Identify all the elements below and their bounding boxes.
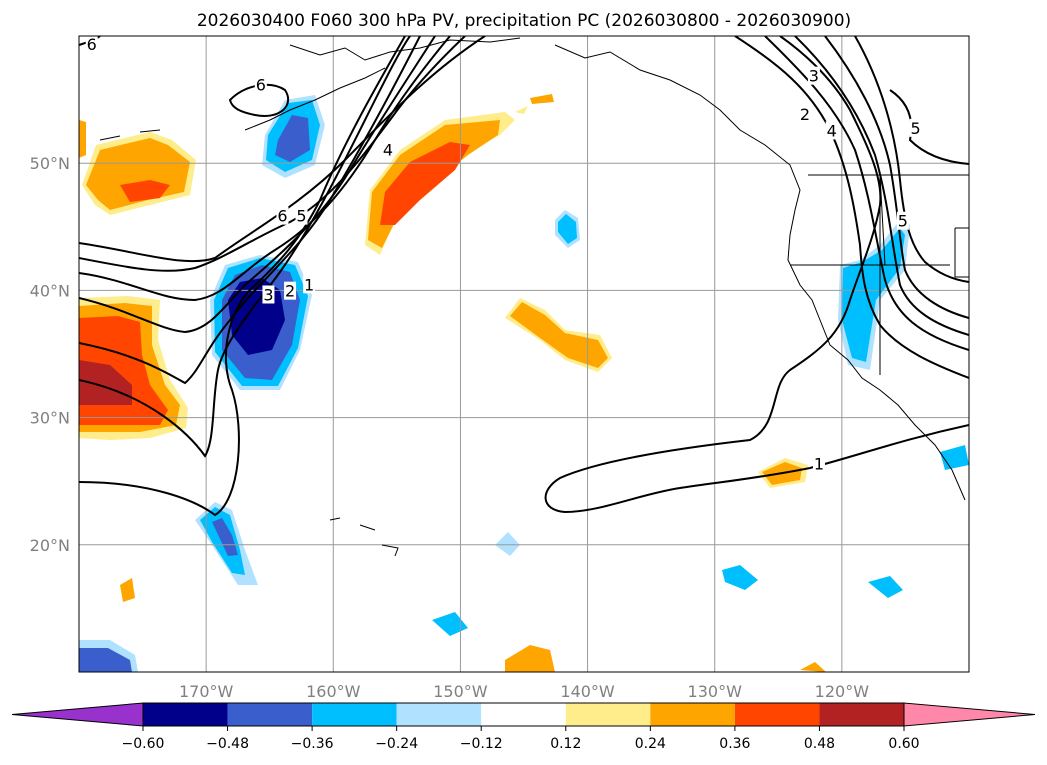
colorbar-label: 0.24 bbox=[635, 736, 666, 752]
colorbar-label: 0.36 bbox=[719, 736, 750, 752]
lat-tick-label: 40°N bbox=[30, 281, 70, 300]
lat-tick-label: 20°N bbox=[30, 536, 70, 555]
colorbar-segment bbox=[143, 703, 228, 726]
contour-label-bg bbox=[262, 285, 275, 304]
lon-tick-label: 130°W bbox=[688, 682, 743, 701]
contour-label-bg bbox=[284, 281, 297, 300]
latitude-tick-labels: 50°N 40°N 30°N 20°N bbox=[30, 154, 70, 555]
map-frame bbox=[78, 35, 970, 673]
colorbar-label: 0.60 bbox=[888, 736, 919, 752]
colorbar-label: −0.24 bbox=[375, 736, 418, 752]
colorbar-segment bbox=[565, 703, 651, 726]
contour-label-bg bbox=[798, 104, 811, 123]
colorbar-label: −0.48 bbox=[206, 736, 249, 752]
lon-tick-label: 150°W bbox=[433, 682, 488, 701]
coastlines bbox=[99, 37, 969, 557]
contour-label-bg bbox=[381, 140, 394, 159]
colorbar-extend-min bbox=[11, 702, 144, 727]
lon-tick-label: 140°W bbox=[560, 682, 615, 701]
colorbar-segment bbox=[819, 703, 904, 726]
contour-label: 4 bbox=[827, 121, 837, 140]
chart-title: 2026030400 F060 300 hPa PV, precipitatio… bbox=[197, 11, 851, 31]
contour-label: 6 bbox=[277, 207, 287, 226]
contour-label: 6 bbox=[87, 35, 97, 54]
contour-label: 4 bbox=[383, 140, 393, 159]
colorbar-label: 0.12 bbox=[550, 736, 581, 752]
contour-label-bg bbox=[825, 121, 838, 140]
lon-tick-label: 160°W bbox=[306, 682, 361, 701]
contour-label-bg bbox=[807, 66, 820, 85]
colorbar-segment bbox=[481, 703, 566, 726]
colorbar-extend-max bbox=[903, 702, 1036, 727]
contour-label: 5 bbox=[296, 207, 306, 226]
contour-label-bg bbox=[896, 211, 909, 230]
colorbar-label: −0.36 bbox=[291, 736, 334, 752]
contour-label-bg bbox=[276, 206, 289, 225]
colorbar-segment bbox=[227, 703, 313, 726]
map-gridlines bbox=[79, 36, 969, 672]
colorbar: −0.60 −0.48 −0.36 −0.24 −0.12 0.12 0.24 0.36 0.4… bbox=[11, 702, 1036, 752]
contour-label: 5 bbox=[911, 119, 921, 138]
contour-label-bg bbox=[812, 454, 825, 473]
colorbar-label: −0.60 bbox=[122, 736, 165, 752]
contour-label-bg bbox=[303, 275, 316, 294]
contour-label: 6 bbox=[256, 76, 266, 95]
colorbar-segment bbox=[650, 703, 735, 726]
colorbar-label: −0.12 bbox=[460, 736, 503, 752]
colorbar-segment bbox=[734, 703, 820, 726]
colorbar-segment bbox=[312, 703, 397, 726]
colorbar-label: 0.48 bbox=[804, 736, 835, 752]
longitude-tick-labels: 170°W 160°W 150°W 140°W 130°W 120°W bbox=[179, 682, 869, 701]
contour-label-bg bbox=[85, 36, 98, 53]
colorbar-frame bbox=[142, 702, 905, 727]
contour-label: 1 bbox=[814, 455, 824, 474]
lat-tick-label: 30°N bbox=[30, 409, 70, 428]
lon-tick-label: 170°W bbox=[179, 682, 234, 701]
contour-label: 2 bbox=[800, 105, 810, 124]
contour-label: 2 bbox=[285, 282, 295, 301]
lat-tick-label: 50°N bbox=[30, 154, 70, 173]
contour-label: 3 bbox=[263, 285, 273, 304]
contour-label: 3 bbox=[809, 67, 819, 86]
contour-label-bg bbox=[254, 75, 267, 94]
lon-tick-label: 120°W bbox=[815, 682, 870, 701]
contour-label-bg bbox=[909, 118, 922, 137]
contour-label-bg bbox=[295, 206, 308, 225]
contour-label: 1 bbox=[304, 275, 314, 294]
contour-label: 5 bbox=[898, 212, 908, 231]
colorbar-segment bbox=[396, 703, 482, 726]
